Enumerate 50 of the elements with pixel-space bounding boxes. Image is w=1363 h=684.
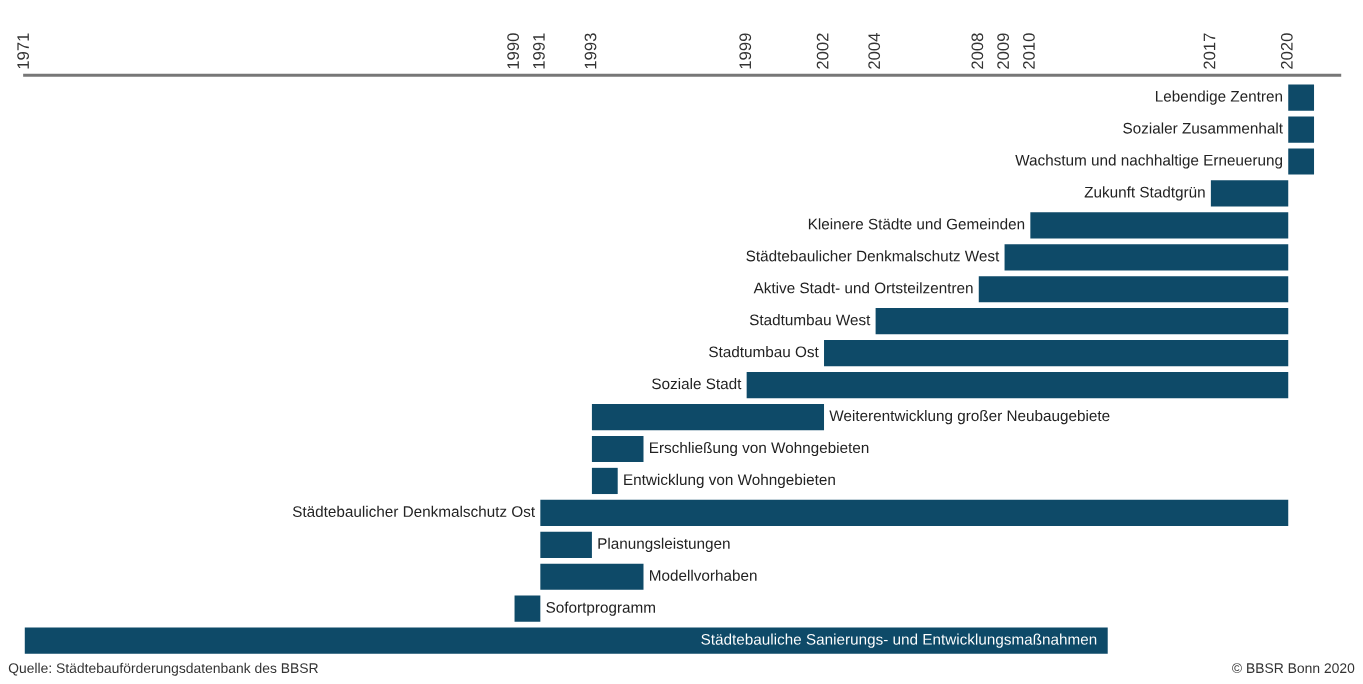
y-tick-label: Soziale Stadt	[652, 377, 742, 390]
bar	[540, 563, 644, 590]
bar	[978, 276, 1289, 303]
bar	[875, 308, 1289, 335]
x-tick-label: 1993	[584, 33, 597, 69]
y-tick-label: Städtebauliche Sanierungs- und Entwicklungsmaßnahmen	[701, 633, 1097, 648]
bar	[1288, 148, 1315, 175]
bar	[540, 531, 592, 558]
bar	[591, 403, 825, 431]
y-tick-label: Lebendige Zentren	[1155, 90, 1283, 105]
bar	[591, 435, 644, 463]
text: © BBSR Bonn 2020	[1232, 663, 1355, 674]
y-tick-label: Sozialer Zusammenhalt	[1123, 122, 1283, 134]
x-tick-label: 2004	[868, 33, 881, 69]
y-tick-label: Entwicklung von Wohngebieten	[624, 473, 835, 489]
y-tick-label: Zukunft Stadtgrün	[1084, 186, 1205, 201]
y-tick-label: Modellvorhaben	[650, 569, 757, 581]
y-tick-label: Erschließung von Wohngebieten	[650, 441, 869, 457]
x-tick-label: 1991	[533, 33, 545, 69]
y-tick-label: Städtebaulicher Denkmalschutz Ost	[292, 505, 535, 517]
y-tick-label: Stadtumbau West	[749, 314, 871, 326]
bar	[1288, 116, 1315, 143]
x-tick-label: 2010	[1023, 33, 1035, 69]
y-tick-label: Planungsleistungen	[598, 537, 730, 552]
y-tick-label: Wachstum und nachhaltige Erneuerung	[1015, 154, 1283, 169]
bar	[1004, 244, 1289, 271]
bar	[540, 499, 1289, 526]
x-tick-label: 1999	[739, 33, 752, 69]
x-tick-label: 2020	[1280, 33, 1293, 69]
x-tick-label: 2008	[971, 33, 984, 69]
y-tick-label: Sofortprogramm	[546, 601, 655, 616]
bar	[1030, 212, 1289, 239]
x-tick-label: 2002	[816, 33, 829, 69]
x-tick-label: 2009	[997, 33, 1010, 69]
x-tick-label: 2017	[1203, 33, 1216, 69]
bar	[24, 627, 1108, 654]
source-note: Quelle: Städtebauförderungsdatenbank des BBSR	[8, 662, 318, 676]
y-tick-label: Kleinere Städte und Gemeinden	[808, 218, 1025, 230]
x-tick-label: 1990	[507, 33, 520, 69]
bar	[1288, 84, 1315, 111]
y-tick-label: Stadtumbau Ost	[709, 346, 819, 358]
bar	[1210, 180, 1289, 207]
bar	[824, 340, 1289, 367]
x-tick-label: 1971	[17, 33, 30, 69]
bar	[514, 595, 541, 622]
bar	[746, 372, 1289, 399]
y-tick-label: Aktive Stadt- und Ortsteilzentren	[753, 282, 973, 294]
bar	[591, 467, 618, 495]
y-tick-label: Weiterentwicklung großer Neubaugebiete	[829, 409, 1110, 425]
y-tick-label: Städtebaulicher Denkmalschutz West	[746, 250, 1000, 262]
